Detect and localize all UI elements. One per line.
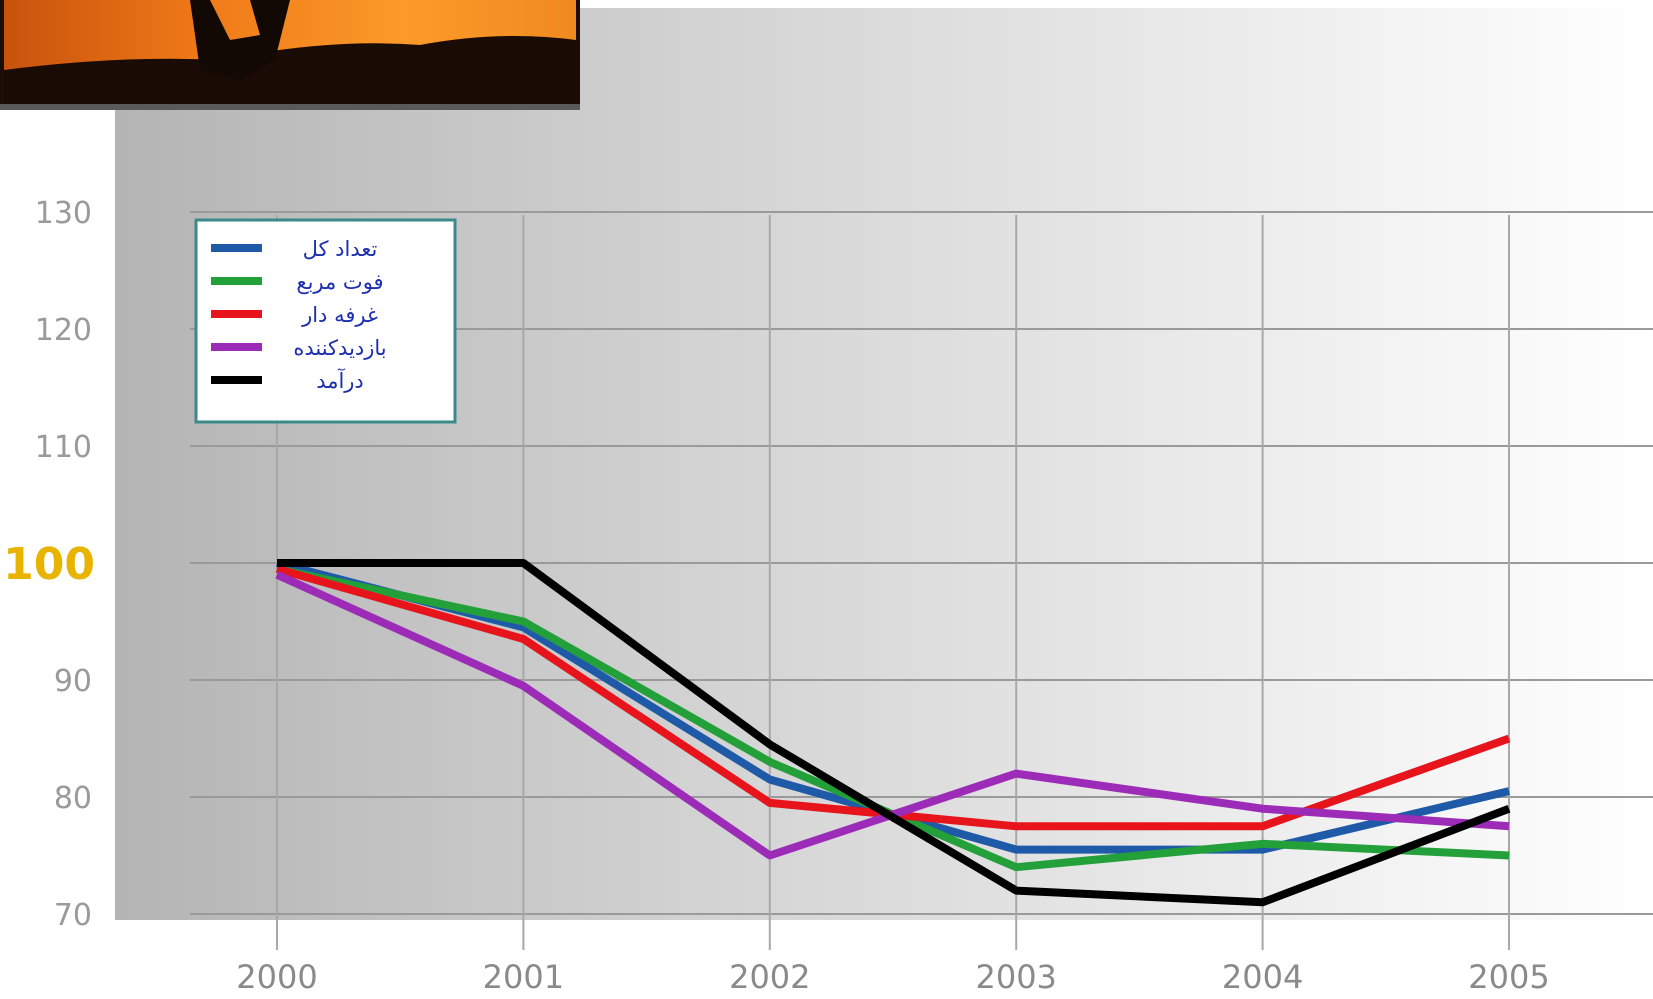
x-tick-label: 2000 [236,958,317,996]
x-tick-label: 2003 [975,958,1056,996]
legend-label: فوت مربع [296,270,383,294]
grid-lines [190,211,1653,950]
legend-label: تعداد کل [303,237,378,261]
y-tick-label: 120 [35,313,92,348]
y-axis-ticks: 130 120 110 100 90 80 70 [3,196,95,933]
legend-label: درآمد [316,368,364,393]
x-tick-label: 2002 [729,958,810,996]
x-tick-label: 2004 [1222,958,1303,996]
y-tick-label: 90 [54,664,92,699]
legend-box [194,218,457,424]
legend: تعداد کل فوت مربع غرفه دار بازدیدکننده درآمد [194,218,457,424]
x-tick-label: 2001 [483,958,564,996]
plot-background [115,8,1653,920]
y-tick-label: 110 [35,430,92,465]
x-tick-label: 2005 [1468,958,1549,996]
y-tick-label: 100 [3,539,95,590]
series-line-4 [277,559,1511,907]
y-tick-label: 80 [54,781,92,816]
legend-label: غرفه دار [301,303,378,327]
legend-label: بازدیدکننده [293,336,386,360]
y-tick-label: 130 [35,196,92,231]
x-axis-ticks: 2000 2001 2002 2003 2004 2005 [236,958,1549,996]
y-tick-label: 70 [54,898,92,933]
sunset-photo [0,0,580,110]
series-lines [275,559,1511,907]
